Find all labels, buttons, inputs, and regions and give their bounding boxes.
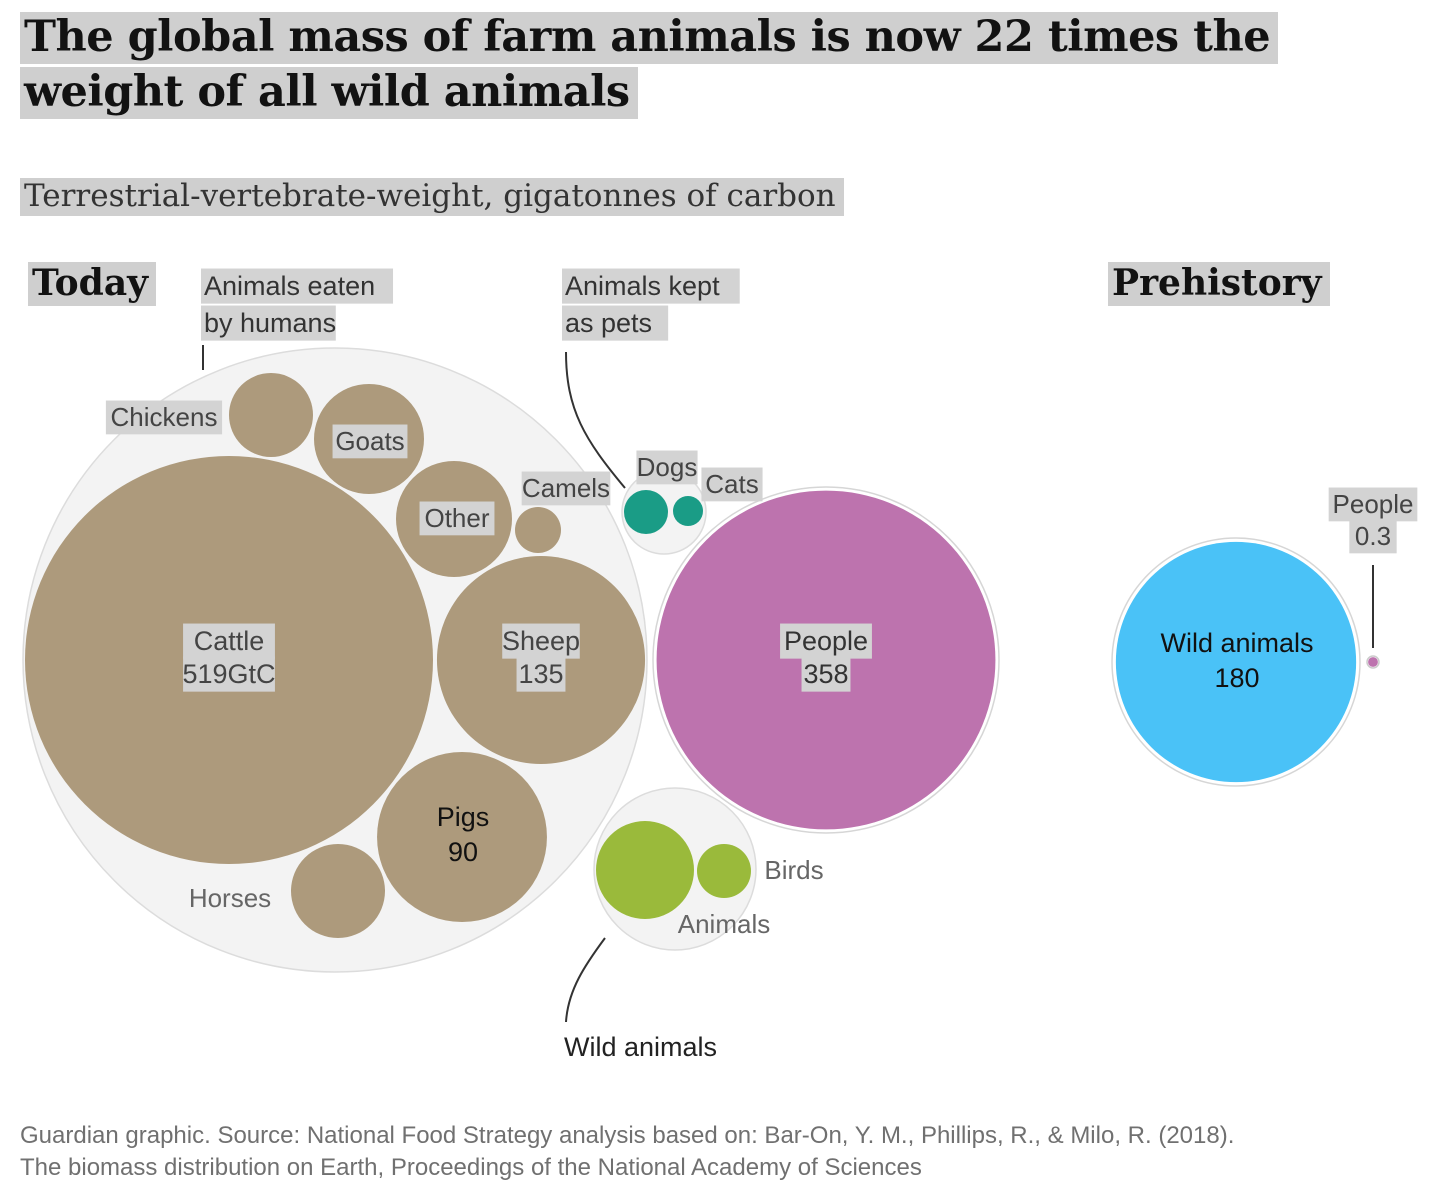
label-people-value: 358 [803,659,848,689]
leader-wild-group [565,937,606,1023]
label-other-bg [419,501,495,536]
bubble-prehistory-people [1368,657,1378,667]
group-label-pets-line1-bg [562,268,740,304]
bubble-dogs [624,490,668,534]
source-line-1: Guardian graphic. Source: National Food … [20,1122,1235,1149]
label-cattle: Cattle [194,626,265,656]
group-label-pets-line2-bg [562,305,669,341]
label-sheep-bg [502,623,580,659]
source-line-2: The biomass distribution on Earth, Proce… [20,1154,922,1181]
label-camels: Camels [522,473,610,503]
bubble-birds [697,844,751,898]
label-sheep-value: 135 [518,659,563,689]
label-cattle-bg [183,623,275,659]
bubble-horses [291,844,385,938]
label-pigs-value: 90 [448,837,478,867]
label-other: Other [424,503,489,533]
chart-title: The global mass of farm animals is now 2… [20,10,1440,120]
label-chickens: Chickens [111,402,218,432]
group-label-farm-line1-bg [201,268,394,304]
group-label-farm-line1: Animals eaten [204,271,375,301]
group-label-farm-line2: by humans [204,308,336,338]
label-cats-bg [701,467,763,502]
label-prehistory-people: People [1333,489,1414,519]
section-label-today-text: Today [28,262,157,306]
label-pigs: Pigs [437,802,490,832]
chart-subtitle-text: Terrestrial-vertebrate-weight, gigatonne… [20,178,844,216]
group-label-pets-line1: Animals kept [565,271,720,301]
section-label-prehistory-text: Prehistory [1108,262,1330,306]
label-goats: Goats [335,426,404,456]
group-label-wild: Wild animals [564,1032,717,1062]
bubble-cats [673,496,703,526]
label-prehistory-people-bg [1328,487,1418,522]
label-dogs: Dogs [637,452,698,482]
label-cattle-value: 519GtC [182,659,275,689]
section-label-prehistory: Prehistory [1108,260,1330,306]
label-prehistory-wild: Wild animals [1160,628,1313,658]
label-prehistory-people-value: 0.3 [1355,521,1391,551]
label-birds: Birds [764,855,823,885]
bubble-chickens [229,373,313,457]
bubble-pigs [377,752,547,922]
label-wild-mammals: Animals [678,909,770,939]
label-chickens-bg [105,400,223,435]
bubble-wild-mammals [596,821,694,919]
source-footer: Guardian graphic. Source: National Food … [20,1120,1440,1184]
chart-subtitle: Terrestrial-vertebrate-weight, gigatonne… [20,174,844,218]
bubble-prehistory-wild [1115,541,1357,783]
label-people-bg [780,623,872,659]
label-sheep-value-bg [516,656,566,692]
group-label-farm-line2-bg [201,305,336,341]
label-cattle-value-bg [183,656,275,692]
label-horses: Horses [189,883,271,913]
label-camels-bg [521,471,611,506]
group-label-pets-line2: as pets [565,308,652,338]
label-people-value-bg [801,656,851,692]
label-dogs-bg [636,450,698,485]
label-cats: Cats [705,469,758,499]
label-prehistory-wild-value: 180 [1214,663,1259,693]
label-goats-bg [332,424,408,459]
label-people: People [784,626,868,656]
label-sheep: Sheep [502,626,580,656]
label-prehistory-people-value-bg [1349,519,1397,554]
leader-pets-group [565,351,626,489]
bubble-camels [515,507,561,553]
section-label-today: Today [28,260,157,306]
